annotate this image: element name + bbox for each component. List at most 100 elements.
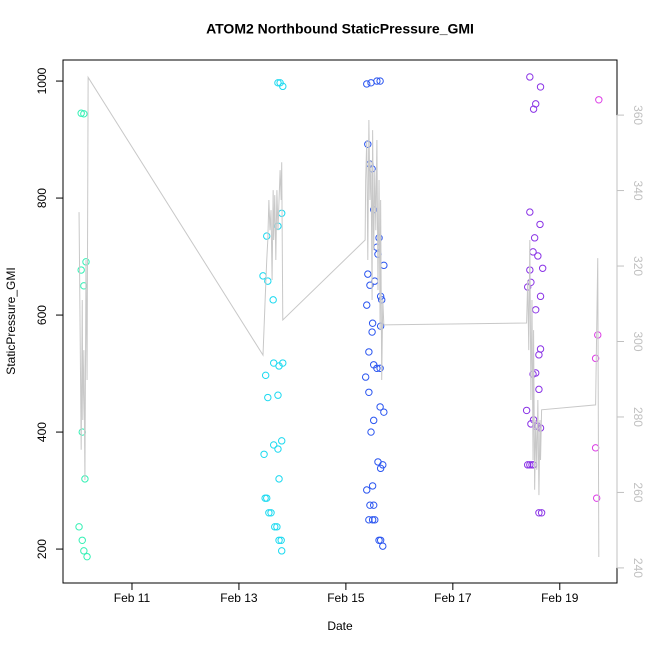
data-point [274,391,282,399]
y-tick-label: 600 [35,305,49,325]
data-point [279,82,287,91]
data-point [371,516,379,524]
data-point [264,277,272,285]
data-point [275,536,283,544]
data-point [595,96,603,104]
data-point [367,428,375,436]
data-point [376,364,384,373]
data-point [523,461,532,469]
data-point [278,547,286,555]
x-tick-label: Feb 11 [114,591,151,605]
data-point [363,486,371,494]
plot-box [62,59,618,584]
data-point [83,552,91,561]
data-point [376,77,384,85]
data-point [274,445,282,453]
data-point [532,100,540,108]
data-point [374,458,382,466]
y2-tick-label: 260 [631,482,645,502]
x-tick-label: Feb 19 [541,591,579,605]
data-point [267,509,275,517]
data-point [535,385,543,394]
chart-title: ATOM2 Northbound StaticPressure_GMI [206,21,474,37]
data-point [526,461,534,469]
data-point [368,482,377,490]
y2-tick-label: 340 [631,181,645,201]
data-point [269,296,277,304]
data-point [522,406,531,415]
data-point [274,79,282,87]
data-point [366,281,374,289]
data-point [277,536,285,544]
data-point [526,73,534,81]
data-point [376,464,385,473]
data-point [526,208,534,216]
data-point [534,252,542,260]
y2-tick-label: 320 [631,256,645,276]
data-point [536,292,545,301]
data-point [369,501,378,509]
data-point [538,264,547,272]
data-point [261,371,270,380]
data-point [273,523,281,531]
data-point [259,272,267,280]
x-tick-label: Feb 15 [327,591,365,605]
data-point [592,494,601,502]
data-point [537,509,546,517]
y-tick-label: 200 [35,539,49,559]
data-point [530,234,539,242]
data-point [380,261,388,270]
data-point [536,220,544,229]
y2-tick-label: 300 [631,331,645,351]
data-point [364,140,372,148]
y-tick-label: 1000 [35,67,49,94]
data-point [77,266,85,274]
data-point [369,416,378,425]
data-point [373,77,381,85]
data-point [263,232,271,240]
data-point [265,509,273,517]
data-point [363,80,371,88]
data-point [80,110,88,118]
y-tick-label: 400 [35,422,49,442]
data-point [527,278,535,287]
data-point [278,437,286,445]
data-point [380,408,388,416]
data-point [271,523,279,531]
data-point [591,354,600,363]
data-point [275,475,283,483]
data-point [366,501,374,509]
data-point [376,322,385,330]
data-point [364,270,372,278]
data-point [80,547,88,555]
data-point [365,516,373,524]
data-point [269,441,278,449]
data-point [279,359,287,367]
y-axis-label: StaticPressure_GMI [4,267,18,374]
y-tick-label: 800 [35,188,49,208]
data-point [260,450,268,458]
data-point [365,388,373,396]
y2-tick-label: 360 [631,105,645,125]
data-point [535,351,543,359]
data-point [78,536,86,544]
data-line [78,75,600,557]
data-point [536,83,545,91]
x-axis-label: Date [327,619,353,633]
x-tick-label: Feb 13 [220,591,258,605]
data-point [363,301,371,309]
data-point [376,403,384,411]
data-point [264,393,272,402]
data-point [365,348,373,356]
data-point [368,319,377,327]
data-point [535,509,543,517]
y2-tick-label: 240 [631,558,645,578]
x-tick-label: Feb 17 [434,591,472,605]
data-point [263,494,271,502]
data-point [532,306,540,314]
data-point [591,444,600,452]
y2-tick-label: 280 [631,407,645,427]
data-point [379,542,387,550]
